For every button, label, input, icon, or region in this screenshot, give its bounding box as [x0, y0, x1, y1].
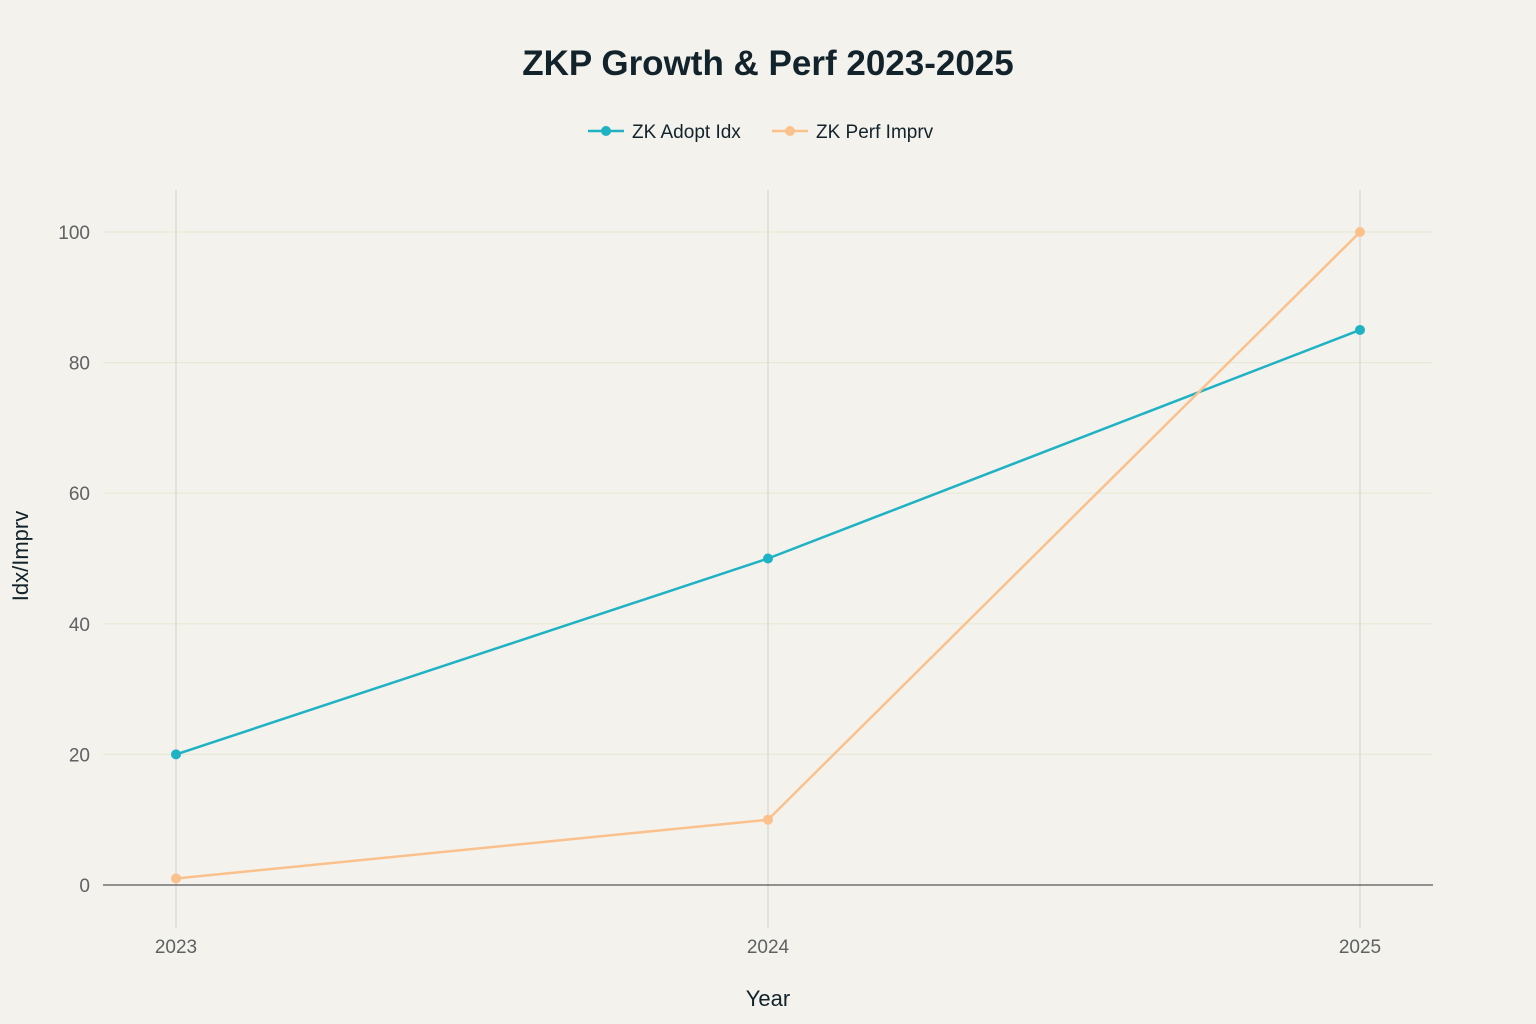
data-point-zk-adopt-idx: [1355, 324, 1365, 335]
x-tick-label: 2023: [155, 937, 197, 958]
y-tick-label: 20: [69, 745, 90, 766]
y-tick-label: 0: [79, 876, 90, 897]
x-tick-label: 2024: [747, 937, 790, 958]
data-point-zk-adopt-idx: [763, 553, 773, 564]
chart-title: ZKP Growth & Perf 2023-2025: [522, 44, 1014, 83]
series-layer: [171, 227, 1365, 884]
y-tick-label: 40: [69, 615, 90, 636]
data-point-zk-perf-imprv: [1355, 227, 1365, 237]
data-point-zk-adopt-idx: [171, 749, 181, 760]
legend-label-zk-adopt-idx: ZK Adopt Idx: [632, 122, 741, 143]
legend-label-zk-perf-imprv: ZK Perf Imprv: [816, 122, 934, 143]
x-tick-labels: 2023 2024 2025: [155, 937, 1381, 958]
legend-marker-zk-perf-imprv: [785, 126, 795, 136]
y-tick-labels: 0 20 40 60 80 100: [58, 223, 90, 897]
x-axis-title: Year: [746, 986, 790, 1011]
y-tick-label: 80: [69, 354, 90, 375]
legend: ZK Adopt Idx ZK Perf Imprv: [588, 122, 934, 143]
y-axis-title: Idx/Imprv: [8, 511, 33, 601]
x-tick-label: 2025: [1339, 937, 1381, 958]
y-tick-label: 100: [58, 223, 90, 244]
data-point-zk-perf-imprv: [171, 873, 181, 884]
data-point-zk-perf-imprv: [763, 814, 773, 825]
y-tick-label: 60: [69, 484, 90, 505]
legend-marker-zk-adopt-idx: [601, 126, 611, 136]
